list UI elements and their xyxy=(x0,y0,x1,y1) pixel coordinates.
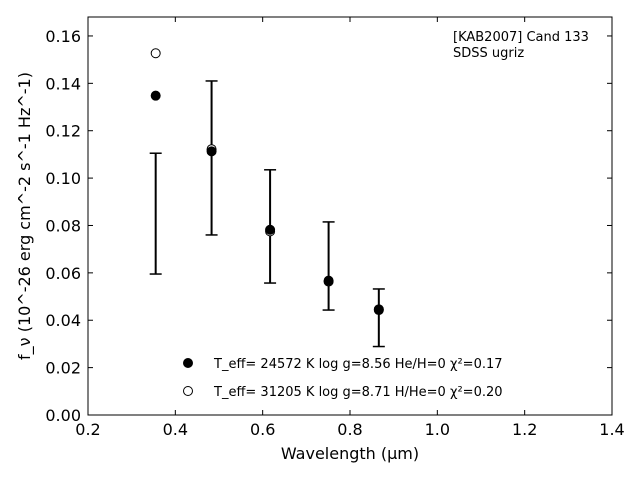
y-axis-label: f_ν (10^-26 erg cm^-2 s^-1 Hz^-1) xyxy=(15,72,35,360)
filter-annotation: SDSS ugriz xyxy=(453,46,524,61)
y-axis-ticks: 0.00 0.02 0.04 0.06 0.08 0.10 0.12 0.14 0.16 xyxy=(45,27,612,425)
x-tick-label: 0.2 xyxy=(75,420,100,439)
y-tick-label: 0.10 xyxy=(45,169,81,188)
y-tick-label: 0.00 xyxy=(45,406,81,425)
y-tick-label: 0.02 xyxy=(45,359,81,378)
x-tick-label: 1.4 xyxy=(599,420,624,439)
model-point-filled xyxy=(373,304,384,315)
y-tick-label: 0.08 xyxy=(45,216,81,235)
model-point-filled xyxy=(150,90,161,101)
y-tick-label: 0.14 xyxy=(45,74,81,93)
object-annotation-line-1: [KAB2007] Cand 133 xyxy=(453,30,589,45)
x-tick-label: 1.2 xyxy=(512,420,537,439)
y-tick-label: 0.16 xyxy=(45,27,81,46)
x-axis-label-text: Wavelength (μm) xyxy=(281,444,419,463)
y-tick-label: 0.04 xyxy=(45,311,81,330)
y-tick-label: 0.12 xyxy=(45,122,81,141)
model-point-filled xyxy=(265,224,276,235)
x-axis-ticks: 0.2 0.4 0.6 0.8 1.0 1.2 1.4 xyxy=(75,17,625,439)
y-tick-label: 0.06 xyxy=(45,264,81,283)
legend-entry-2: T_eff= 31205 K log g=8.71 H/He=0 χ²=0.20 xyxy=(213,385,503,400)
model-point-open xyxy=(150,48,161,59)
x-tick-label: 0.6 xyxy=(250,420,275,439)
model-point-filled xyxy=(206,146,217,157)
legend-marker-filled xyxy=(183,358,193,368)
legend: T_eff= 24572 K log g=8.56 He/H=0 χ²=0.17… xyxy=(183,357,503,400)
legend-marker-open xyxy=(183,386,193,396)
marker-layer xyxy=(150,48,384,316)
x-axis-label: Wavelength (μm) xyxy=(281,444,419,463)
errorbar-layer xyxy=(149,80,385,348)
legend-entry-1: T_eff= 24572 K log g=8.56 He/H=0 χ²=0.17 xyxy=(213,357,503,372)
x-tick-label: 1.0 xyxy=(425,420,450,439)
y-axis-label-text: f_ν (10^-26 erg cm^-2 s^-1 Hz^-1) xyxy=(15,72,35,360)
x-tick-label: 0.4 xyxy=(163,420,188,439)
x-tick-label: 0.8 xyxy=(337,420,362,439)
object-annotation-line-2: SDSS ugriz xyxy=(453,46,524,61)
model-point-filled xyxy=(323,275,334,286)
object-annotation: [KAB2007] Cand 133 xyxy=(453,30,589,45)
